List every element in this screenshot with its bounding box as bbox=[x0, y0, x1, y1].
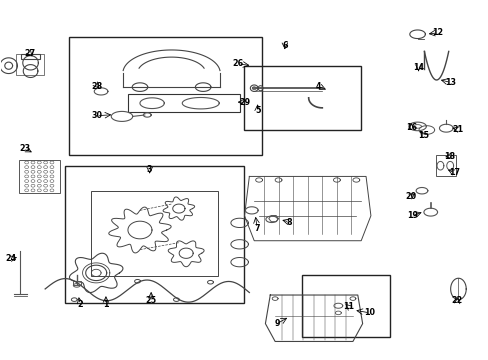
Bar bbox=[301, 275, 389, 337]
Text: 17: 17 bbox=[448, 168, 459, 177]
Text: 12: 12 bbox=[431, 28, 443, 37]
Text: 11: 11 bbox=[343, 302, 353, 311]
Text: 2: 2 bbox=[77, 300, 83, 309]
Bar bbox=[69, 37, 261, 155]
Text: 18: 18 bbox=[444, 152, 455, 161]
Text: 23: 23 bbox=[19, 144, 30, 153]
Text: 24: 24 bbox=[5, 254, 17, 263]
Text: 26: 26 bbox=[232, 59, 243, 68]
Bar bbox=[91, 191, 217, 276]
Bar bbox=[16, 54, 44, 75]
Text: 22: 22 bbox=[451, 296, 462, 305]
Text: 19: 19 bbox=[406, 211, 417, 220]
Text: 6: 6 bbox=[282, 41, 287, 50]
Text: 30: 30 bbox=[91, 111, 102, 120]
Text: 16: 16 bbox=[405, 123, 416, 132]
Bar bbox=[64, 166, 244, 303]
Text: 27: 27 bbox=[24, 49, 35, 58]
Text: 7: 7 bbox=[254, 224, 259, 233]
Bar bbox=[73, 281, 81, 285]
Text: 3: 3 bbox=[146, 165, 152, 174]
Text: 29: 29 bbox=[239, 98, 249, 107]
Text: 8: 8 bbox=[286, 218, 292, 227]
Bar bbox=[127, 94, 239, 112]
Bar bbox=[243, 66, 361, 130]
Text: 14: 14 bbox=[412, 63, 423, 72]
Text: 25: 25 bbox=[145, 296, 156, 305]
Text: 5: 5 bbox=[254, 106, 260, 115]
Text: 9: 9 bbox=[274, 319, 279, 328]
Bar bbox=[435, 155, 455, 176]
Text: 10: 10 bbox=[364, 309, 375, 318]
Text: 4: 4 bbox=[316, 82, 321, 91]
Text: 1: 1 bbox=[103, 300, 108, 309]
Text: 13: 13 bbox=[444, 78, 455, 87]
Text: 28: 28 bbox=[91, 82, 102, 91]
Text: 15: 15 bbox=[417, 131, 428, 140]
Bar bbox=[21, 54, 40, 59]
Text: 21: 21 bbox=[451, 125, 462, 134]
Text: 20: 20 bbox=[405, 192, 415, 201]
Bar bbox=[19, 160, 60, 193]
